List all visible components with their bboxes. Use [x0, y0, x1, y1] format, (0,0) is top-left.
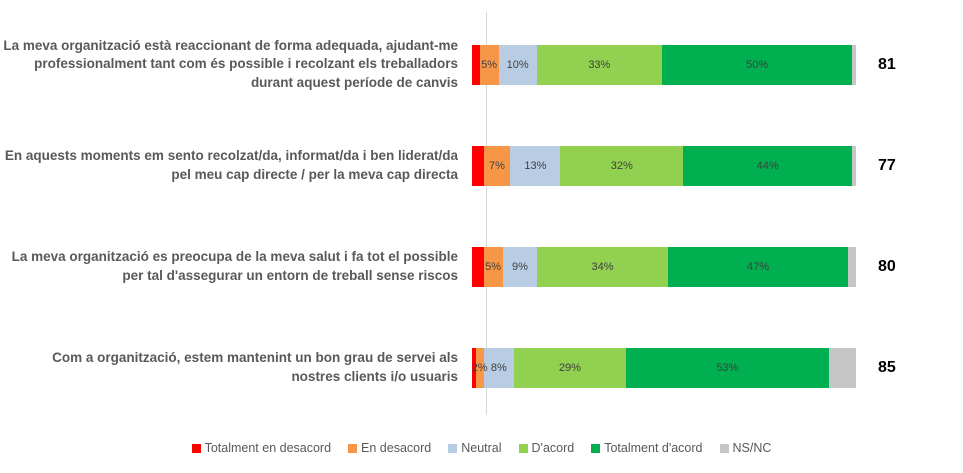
legend-label: NS/NC	[732, 441, 772, 455]
legend-swatch	[591, 443, 601, 453]
segment-value-label: 7%	[489, 159, 505, 172]
legend-item: Neutral	[448, 441, 502, 455]
legend: Totalment en desacord En desacord Neutral D…	[0, 441, 963, 455]
category-label: La meva organització està reaccionant de…	[3, 37, 458, 90]
score-label: 80	[878, 257, 896, 275]
bar-segment-ns-nc	[852, 44, 856, 85]
chart-row: Com a organització, estem mantenint un b…	[0, 317, 963, 418]
bar-track: 5% 9% 34% 47%	[472, 246, 856, 287]
segment-value-label: 5%	[485, 260, 502, 273]
legend-label: Totalment d'acord	[604, 441, 703, 455]
chart-row: La meva organització es preocupa de la m…	[0, 216, 963, 317]
bar-track: 2% 8% 29% 53%	[472, 347, 856, 388]
bar-track: 7% 13% 32% 44%	[472, 145, 856, 186]
segment-value-label: 5%	[481, 58, 498, 71]
category-label: En aquests moments em sento recolzat/da,…	[4, 147, 458, 182]
axis-line	[486, 12, 487, 415]
bar-segment-totalment-en-desacord	[472, 145, 484, 186]
legend-swatch	[191, 443, 201, 453]
legend-item: D'acord	[518, 441, 575, 455]
segment-value-label: 13%	[524, 159, 547, 172]
bar-segment-en-desacord: 5%	[483, 246, 503, 287]
bar-segment-totalment-en-desacord	[472, 347, 476, 388]
segment-value-label: 44%	[756, 159, 779, 172]
legend-label: Totalment en desacord	[204, 441, 332, 455]
bar-segment-totalment-d-acord: 53%	[625, 347, 830, 388]
category-label: La meva organització es preocupa de la m…	[11, 248, 458, 283]
segment-value-label: 10%	[506, 58, 529, 71]
segment-value-label: 53%	[716, 361, 739, 374]
bar-segment-totalment-d-acord: 47%	[667, 246, 849, 287]
legend-item: En desacord	[348, 441, 431, 455]
score-label: 85	[878, 358, 896, 376]
bar-segment-neutral: 13%	[510, 145, 561, 186]
legend-item: Totalment en desacord	[191, 441, 332, 455]
segment-value-label: 34%	[591, 260, 614, 273]
category-label: Com a organització, estem mantenint un b…	[52, 349, 458, 384]
segment-value-label: 29%	[558, 361, 581, 374]
segment-value-label: 32%	[610, 159, 633, 172]
bar-segment-ns-nc	[852, 145, 856, 186]
legend-swatch	[348, 443, 358, 453]
bar-segment-ns-nc	[848, 246, 856, 287]
segment-value-label: 8%	[490, 361, 507, 374]
legend-label: En desacord	[361, 441, 432, 455]
bar-segment-ns-nc	[829, 347, 856, 388]
bar-segment-d-acord: 33%	[536, 44, 663, 85]
bar-segment-totalment-en-desacord	[472, 44, 480, 85]
bar-segment-totalment-en-desacord	[472, 246, 484, 287]
chart-row: En aquests moments em sento recolzat/da,…	[0, 115, 963, 216]
legend-label: Neutral	[461, 441, 502, 455]
bar-segment-totalment-d-acord: 44%	[683, 145, 853, 186]
bar-segment-en-desacord: 2%	[472, 347, 488, 388]
chart-rows: La meva organització està reaccionant de…	[0, 14, 963, 418]
legend-swatch	[518, 443, 528, 453]
chart-row: La meva organització està reaccionant de…	[0, 14, 963, 115]
bar-segment-totalment-d-acord: 50%	[662, 44, 853, 85]
legend-item: NS/NC	[719, 441, 772, 455]
segment-value-label: 47%	[747, 260, 770, 273]
score-label: 81	[878, 55, 896, 73]
bar-segment-en-desacord: 5%	[479, 44, 499, 85]
legend-swatch	[719, 443, 729, 453]
segment-value-label: 50%	[746, 58, 769, 71]
bar-segment-neutral: 8%	[483, 347, 515, 388]
segment-value-label: 33%	[588, 58, 611, 71]
bar-segment-neutral: 10%	[498, 44, 537, 85]
score-label: 77	[878, 156, 896, 174]
bar-segment-en-desacord: 7%	[483, 145, 511, 186]
segment-value-label: 9%	[512, 260, 528, 273]
legend-label: D'acord	[531, 441, 575, 455]
bar-segment-neutral: 9%	[502, 246, 538, 287]
bar-segment-d-acord: 34%	[537, 246, 668, 287]
bar-track: 5% 10% 33% 50%	[472, 44, 856, 85]
bar-segment-d-acord: 32%	[560, 145, 684, 186]
bar-segment-d-acord: 29%	[514, 347, 626, 388]
segment-value-label: 2%	[471, 361, 488, 374]
legend-item: Totalment d'acord	[591, 441, 703, 455]
legend-swatch	[448, 443, 458, 453]
